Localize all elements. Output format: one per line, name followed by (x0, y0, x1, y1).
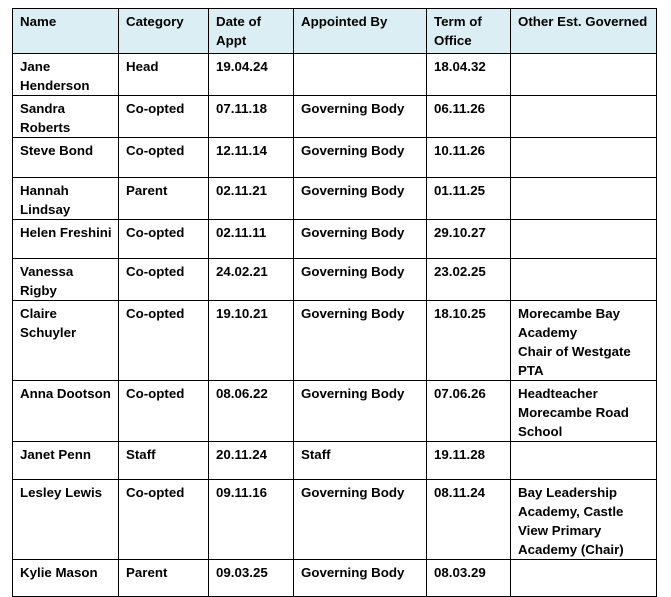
header-date-of-appt: Date of Appt (208, 8, 294, 54)
cell-name: Lesley Lewis (12, 479, 119, 560)
cell-appointed-by: Governing Body (293, 258, 427, 301)
cell-term-of-office: 08.03.29 (426, 559, 511, 597)
cell-date-of-appt: 19.10.21 (208, 300, 294, 381)
cell-date-of-appt: 19.04.24 (208, 53, 294, 96)
header-term-of-office: Term of Office (426, 8, 511, 54)
cell-term-of-office: 07.06.26 (426, 380, 511, 442)
header-row: Name Category Date of Appt Appointed By … (12, 8, 657, 54)
cell-category: Co-opted (118, 137, 209, 178)
governors-table: Name Category Date of Appt Appointed By … (12, 8, 657, 597)
cell-appointed-by: Staff (293, 441, 427, 480)
header-category: Category (118, 8, 209, 54)
cell-other-est-governed (510, 219, 657, 259)
cell-term-of-office: 01.11.25 (426, 177, 511, 220)
table-row: Janet Penn Staff 20.11.24 Staff 19.11.28 (12, 441, 657, 480)
header-appointed-by: Appointed By (293, 8, 427, 54)
cell-other-est-governed (510, 53, 657, 96)
cell-name: Kylie Mason (12, 559, 119, 597)
cell-term-of-office: 18.10.25 (426, 300, 511, 381)
cell-date-of-appt: 02.11.21 (208, 177, 294, 220)
cell-category: Co-opted (118, 95, 209, 138)
cell-date-of-appt: 07.11.18 (208, 95, 294, 138)
cell-category: Co-opted (118, 258, 209, 301)
cell-appointed-by: Governing Body (293, 380, 427, 442)
cell-category: Co-opted (118, 219, 209, 259)
cell-appointed-by: Governing Body (293, 177, 427, 220)
cell-other-est-governed (510, 177, 657, 220)
cell-other-est-governed (510, 95, 657, 138)
table-row: Steve Bond Co-opted 12.11.14 Governing Body… (12, 137, 657, 178)
cell-appointed-by: Governing Body (293, 137, 427, 178)
cell-date-of-appt: 20.11.24 (208, 441, 294, 480)
cell-name: Jane Henderson (12, 53, 119, 96)
cell-term-of-office: 08.11.24 (426, 479, 511, 560)
cell-category: Staff (118, 441, 209, 480)
cell-name: Janet Penn (12, 441, 119, 480)
cell-other-est-governed (510, 137, 657, 178)
cell-name: Helen Freshini (12, 219, 119, 259)
cell-date-of-appt: 12.11.14 (208, 137, 294, 178)
cell-name: Sandra Roberts (12, 95, 119, 138)
cell-term-of-office: 18.04.32 (426, 53, 511, 96)
cell-name: Claire Schuyler (12, 300, 119, 381)
cell-date-of-appt: 02.11.11 (208, 219, 294, 259)
cell-other-est-governed: Headteacher Morecambe Road School (510, 380, 657, 442)
cell-category: Parent (118, 559, 209, 597)
cell-term-of-office: 23.02.25 (426, 258, 511, 301)
cell-other-est-governed: Bay Leadership Academy, Castle View Prim… (510, 479, 657, 560)
table-row: Helen Freshini Co-opted 02.11.11 Governing … (12, 219, 657, 259)
cell-other-est-governed (510, 559, 657, 597)
cell-appointed-by: Governing Body (293, 95, 427, 138)
table-row: Anna Dootson Co-opted 08.06.22 Governing Bo… (12, 380, 657, 442)
table-row: Jane Henderson Head 19.04.24 18.04.32 (12, 53, 657, 96)
table-body: Jane Henderson Head 19.04.24 18.04.32 Sandra… (12, 53, 657, 597)
cell-term-of-office: 19.11.28 (426, 441, 511, 480)
cell-date-of-appt: 09.11.16 (208, 479, 294, 560)
cell-name: Anna Dootson (12, 380, 119, 442)
cell-name: Hannah Lindsay (12, 177, 119, 220)
cell-other-est-governed (510, 258, 657, 301)
cell-appointed-by: Governing Body (293, 559, 427, 597)
cell-appointed-by: Governing Body (293, 300, 427, 381)
cell-appointed-by: Governing Body (293, 219, 427, 259)
table-row: Sandra Roberts Co-opted 07.11.18 Governing … (12, 95, 657, 138)
cell-category: Head (118, 53, 209, 96)
cell-category: Parent (118, 177, 209, 220)
cell-appointed-by (293, 53, 427, 96)
table-row: Lesley Lewis Co-opted 09.11.16 Governing Bo… (12, 479, 657, 560)
cell-appointed-by: Governing Body (293, 479, 427, 560)
cell-term-of-office: 29.10.27 (426, 219, 511, 259)
header-other-est-governed: Other Est. Governed (510, 8, 657, 54)
cell-other-est-governed: Morecambe Bay Academy Chair of Westgate … (510, 300, 657, 381)
cell-name: Steve Bond (12, 137, 119, 178)
cell-date-of-appt: 08.06.22 (208, 380, 294, 442)
cell-category: Co-opted (118, 300, 209, 381)
cell-other-est-governed (510, 441, 657, 480)
table-row: Vanessa Rigby Co-opted 24.02.21 Governing B… (12, 258, 657, 301)
header-name: Name (12, 8, 119, 54)
cell-category: Co-opted (118, 380, 209, 442)
cell-date-of-appt: 24.02.21 (208, 258, 294, 301)
table-row: Kylie Mason Parent 09.03.25 Governing Body 0… (12, 559, 657, 597)
cell-date-of-appt: 09.03.25 (208, 559, 294, 597)
table-row: Hannah Lindsay Parent 02.11.21 Governing Bo… (12, 177, 657, 220)
cell-category: Co-opted (118, 479, 209, 560)
cell-term-of-office: 10.11.26 (426, 137, 511, 178)
table-row: Claire Schuyler Co-opted 19.10.21 Governing… (12, 300, 657, 381)
cell-term-of-office: 06.11.26 (426, 95, 511, 138)
cell-name: Vanessa Rigby (12, 258, 119, 301)
